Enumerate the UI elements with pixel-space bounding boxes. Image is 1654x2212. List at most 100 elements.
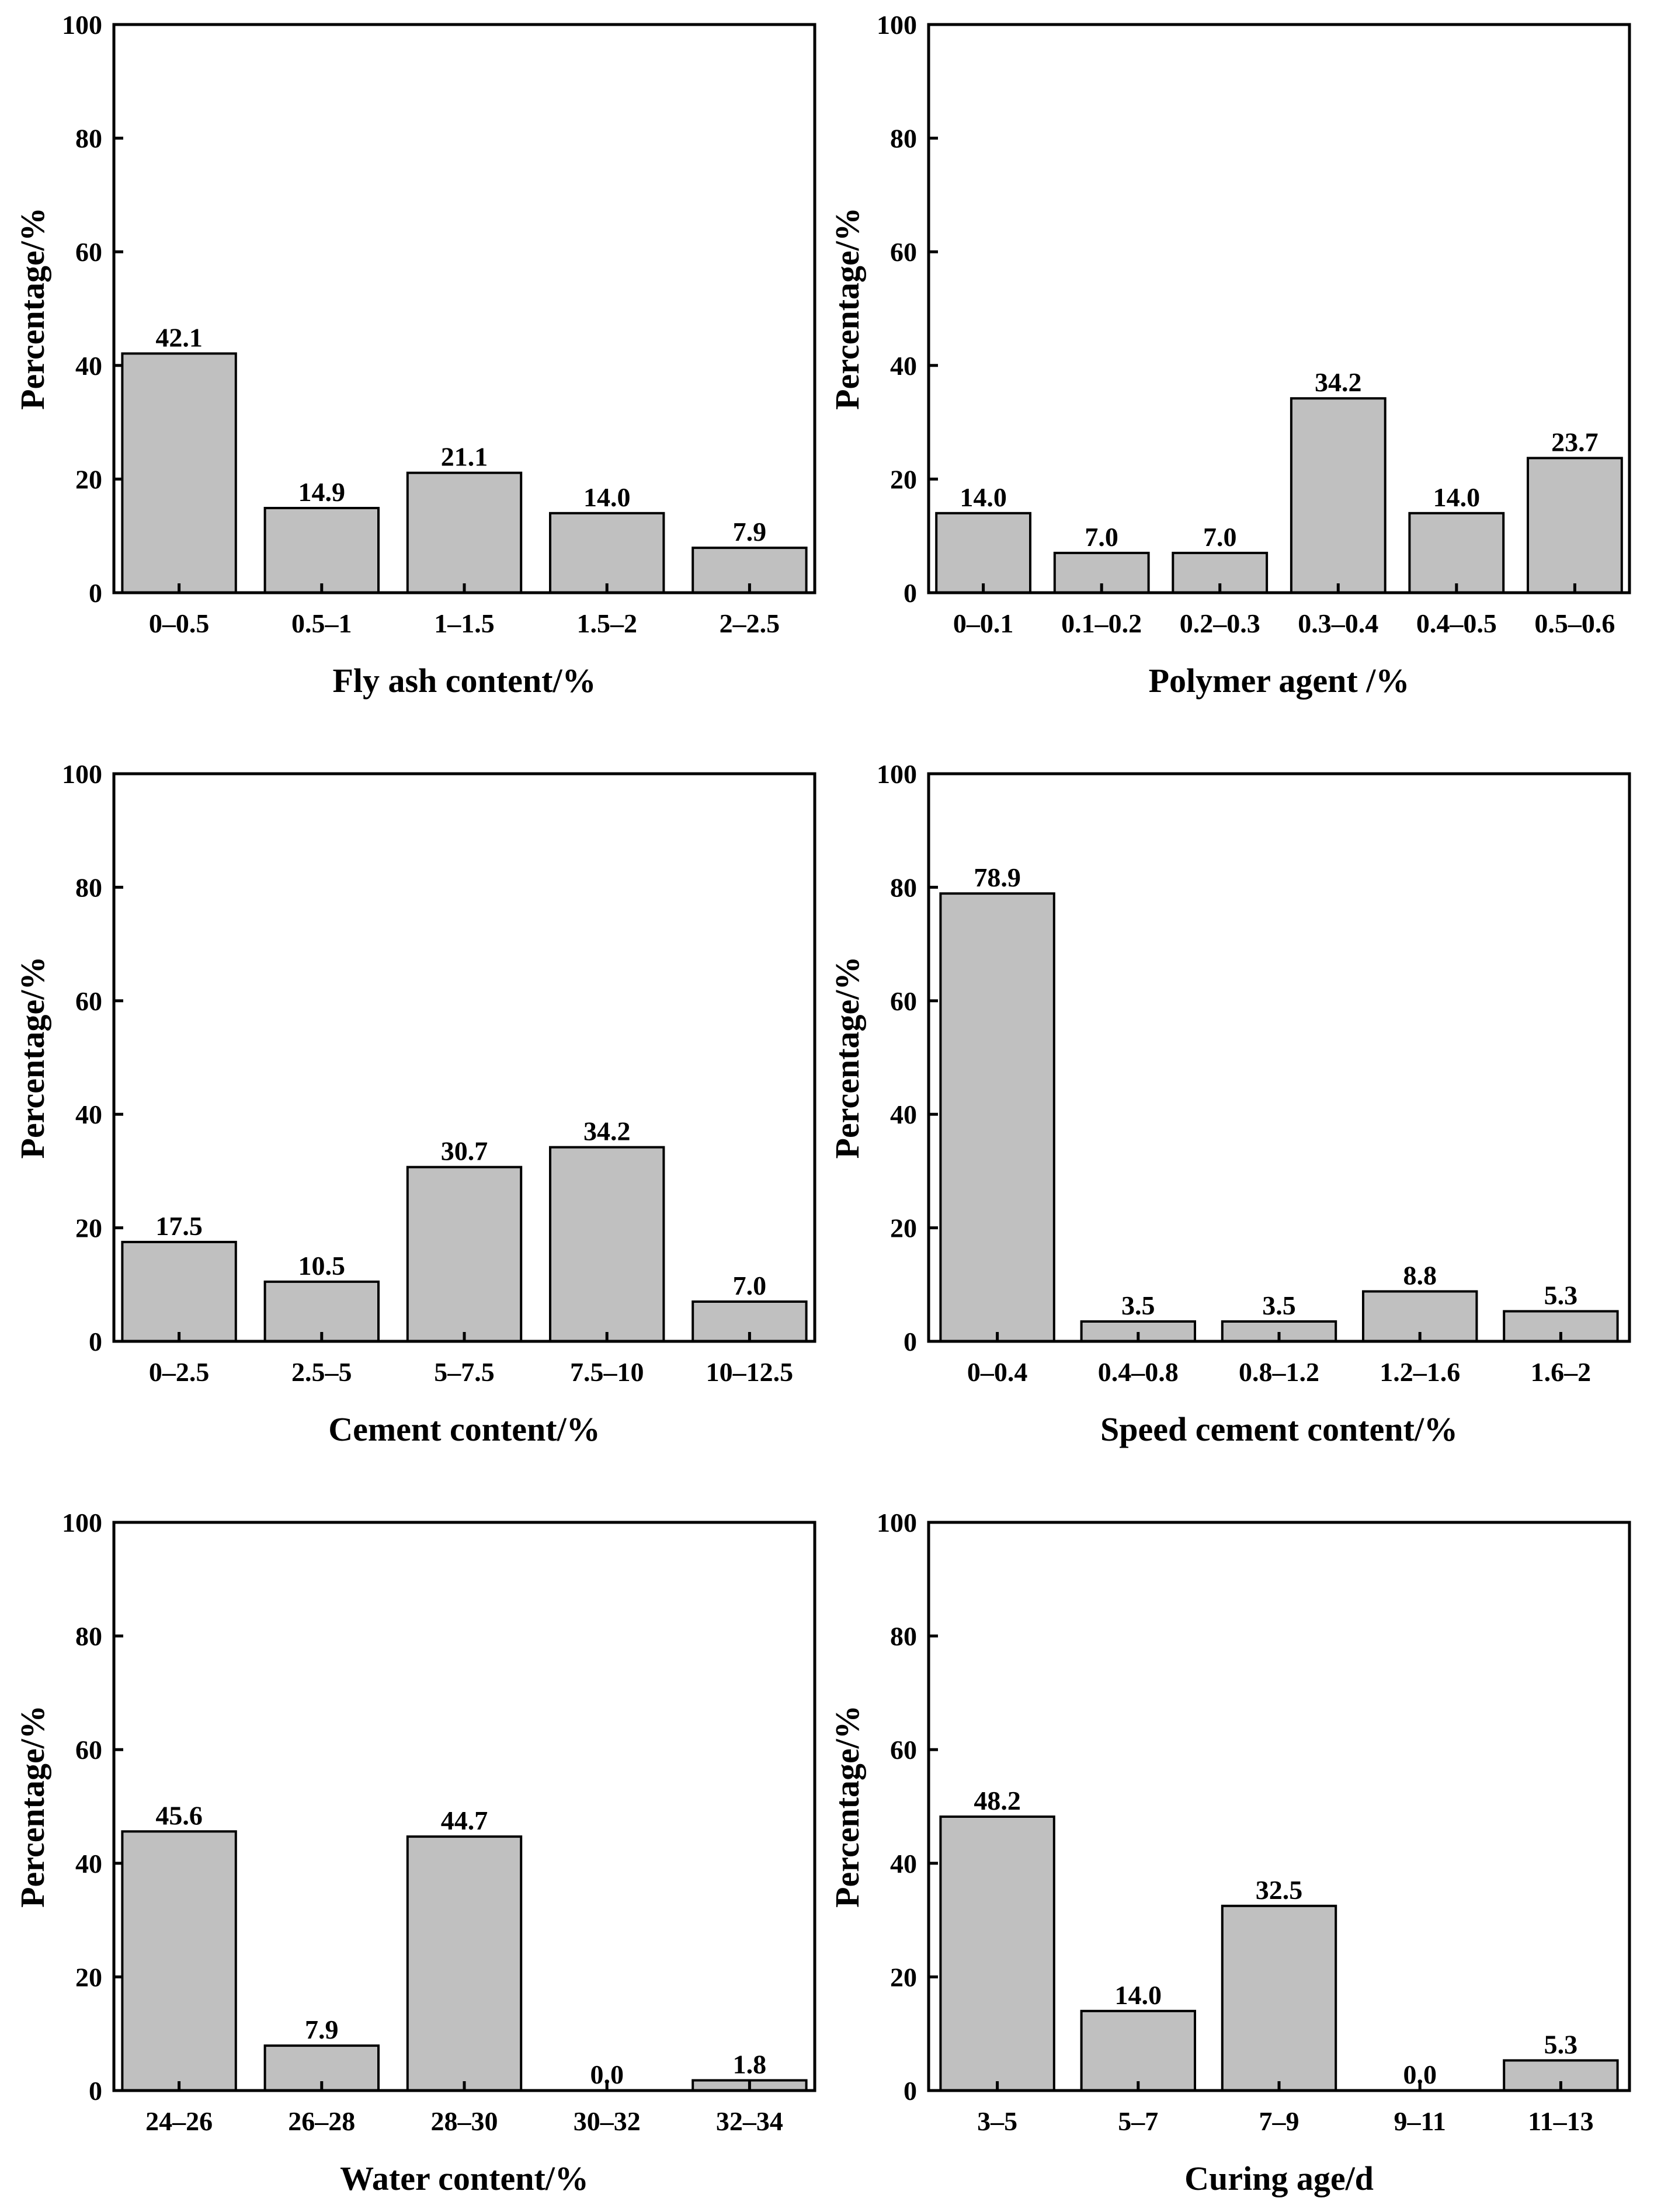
data-label: 21.1 — [441, 442, 488, 472]
bar — [406, 1166, 523, 1342]
x-axis-title: Water content/% — [340, 2159, 589, 2197]
bar — [1290, 397, 1387, 594]
data-label: 32.5 — [1256, 1875, 1303, 1905]
x-tick-label: 0.1–0.2 — [1061, 608, 1142, 638]
data-label: 7.0 — [733, 1271, 767, 1300]
y-tick-label: 40 — [75, 351, 102, 381]
x-tick-label: 0.8–1.2 — [1239, 1357, 1319, 1387]
data-label: 3.5 — [1262, 1291, 1296, 1320]
chart-panel-1: 0 20 40 60 80 100 0–0.5 0.5–1 1–1.5 1.5–2 2–2.5 42.… — [13, 10, 816, 700]
x-tick-label: 1.2–1.6 — [1380, 1357, 1460, 1387]
x-tick-label: 2–2.5 — [720, 608, 780, 638]
y-tick-label: 60 — [75, 237, 102, 267]
y-tick-label: 0 — [89, 2076, 102, 2106]
data-label: 8.8 — [1403, 1260, 1437, 1290]
bar — [406, 1835, 523, 2092]
y-tick-label: 40 — [890, 1849, 917, 1879]
data-label: 1.8 — [733, 2049, 767, 2079]
x-tick-label: 0–0.4 — [967, 1357, 1028, 1387]
plot-frame — [927, 23, 1631, 594]
x-tick-label: 0.5–0.6 — [1534, 608, 1615, 638]
bar — [263, 1280, 380, 1342]
y-axis-title: Percentage/% — [13, 207, 51, 410]
y-tick-label: 80 — [890, 872, 917, 902]
y-tick-label: 100 — [877, 759, 917, 789]
chart-panel-2: 0 20 40 60 80 100 0–0.1 0.1–0.2 0.2–0.3 0.3–0.4 0.… — [828, 10, 1631, 700]
data-label: 7.0 — [1203, 522, 1237, 552]
x-axis-title: Cement content/% — [328, 1410, 600, 1448]
data-label: 14.9 — [298, 477, 346, 507]
y-tick-label: 20 — [890, 1962, 917, 1992]
y-tick-label: 80 — [75, 1622, 102, 1651]
y-tick-label: 40 — [890, 1100, 917, 1129]
y-tick-label: 60 — [75, 1735, 102, 1765]
x-tick-label: 7.5–10 — [570, 1357, 644, 1387]
y-tick-label: 100 — [62, 759, 102, 789]
x-tick-label: 3–5 — [977, 2106, 1017, 2136]
y-tick-label: 100 — [62, 10, 102, 40]
bar — [121, 352, 237, 594]
y-tick-label: 60 — [75, 986, 102, 1016]
data-label: 17.5 — [155, 1211, 203, 1241]
data-label: 10.5 — [298, 1251, 346, 1281]
x-axis-title: Polymer agent /% — [1149, 662, 1410, 700]
y-tick-label: 60 — [890, 237, 917, 267]
x-tick-label: 0.4–0.5 — [1416, 608, 1497, 638]
bar — [1080, 2009, 1196, 2092]
x-tick-label: 11–13 — [1528, 2106, 1593, 2136]
y-tick-label: 0 — [904, 1327, 917, 1357]
y-tick-label: 80 — [75, 124, 102, 154]
y-tick-label: 40 — [75, 1100, 102, 1129]
y-tick-label: 20 — [890, 1213, 917, 1243]
data-label: 30.7 — [441, 1136, 488, 1166]
data-label: 45.6 — [155, 1800, 203, 1830]
data-label: 0.0 — [590, 2060, 624, 2089]
x-tick-label: 0–2.5 — [149, 1357, 210, 1387]
x-tick-label: 1.6–2 — [1531, 1357, 1592, 1387]
x-tick-label: 7–9 — [1259, 2106, 1299, 2136]
x-axis-title: Curing age/d — [1184, 2159, 1374, 2197]
y-tick-label: 80 — [890, 1622, 917, 1651]
data-label: 7.9 — [305, 2015, 339, 2044]
y-tick-label: 80 — [890, 124, 917, 154]
data-label: 14.0 — [960, 482, 1007, 512]
y-tick-label: 100 — [877, 10, 917, 40]
y-tick-label: 20 — [890, 464, 917, 494]
bar — [549, 1146, 665, 1342]
x-tick-label: 26–28 — [288, 2106, 355, 2136]
y-tick-label: 0 — [89, 1327, 102, 1357]
y-tick-label: 40 — [890, 351, 917, 381]
y-tick-label: 100 — [877, 1508, 917, 1538]
data-label: 14.0 — [1433, 482, 1481, 512]
y-tick-label: 40 — [75, 1849, 102, 1879]
y-tick-label: 60 — [890, 986, 917, 1016]
data-label: 34.2 — [583, 1117, 631, 1146]
y-tick-label: 80 — [75, 872, 102, 902]
data-label: 7.9 — [733, 517, 767, 547]
x-tick-label: 0–0.1 — [953, 608, 1014, 638]
bar — [1527, 457, 1623, 594]
bar — [939, 892, 1055, 1342]
bar — [1408, 512, 1505, 594]
x-axis-title: Speed cement content/% — [1100, 1410, 1458, 1448]
bar — [263, 507, 380, 594]
x-tick-label: 10–12.5 — [706, 1357, 794, 1387]
data-label: 14.0 — [1115, 1980, 1162, 2010]
y-tick-label: 60 — [890, 1735, 917, 1765]
x-tick-label: 1.5–2 — [576, 608, 637, 638]
data-label: 78.9 — [974, 862, 1021, 892]
bar — [1221, 1904, 1337, 2092]
x-tick-label: 0–0.5 — [149, 608, 210, 638]
y-axis-title: Percentage/% — [13, 957, 51, 1159]
data-label: 3.5 — [1121, 1291, 1155, 1320]
bar — [121, 1830, 237, 2092]
chart-panel-5: 0 20 40 60 80 100 24–26 26–28 28–30 30–32 32–34 45.… — [13, 1508, 816, 2197]
data-label: 5.3 — [1544, 1280, 1578, 1310]
bar — [406, 471, 523, 594]
data-label: 42.1 — [155, 322, 203, 352]
data-label: 5.3 — [1544, 2029, 1578, 2059]
y-axis-title: Percentage/% — [13, 1705, 51, 1908]
chart-panel-4: 0 20 40 60 80 100 0–0.4 0.4–0.8 0.8–1.2 1.2–1.6 1.… — [828, 759, 1631, 1448]
data-label: 7.0 — [1085, 522, 1118, 552]
